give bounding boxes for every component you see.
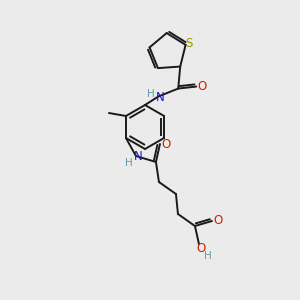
Text: N: N bbox=[156, 91, 165, 104]
Text: O: O bbox=[198, 80, 207, 93]
Text: O: O bbox=[196, 242, 206, 254]
Text: H: H bbox=[147, 88, 155, 99]
Text: N: N bbox=[134, 151, 142, 164]
Text: H: H bbox=[204, 251, 212, 261]
Text: O: O bbox=[161, 137, 171, 151]
Text: H: H bbox=[125, 158, 133, 168]
Text: S: S bbox=[185, 38, 192, 50]
Text: O: O bbox=[213, 214, 223, 227]
